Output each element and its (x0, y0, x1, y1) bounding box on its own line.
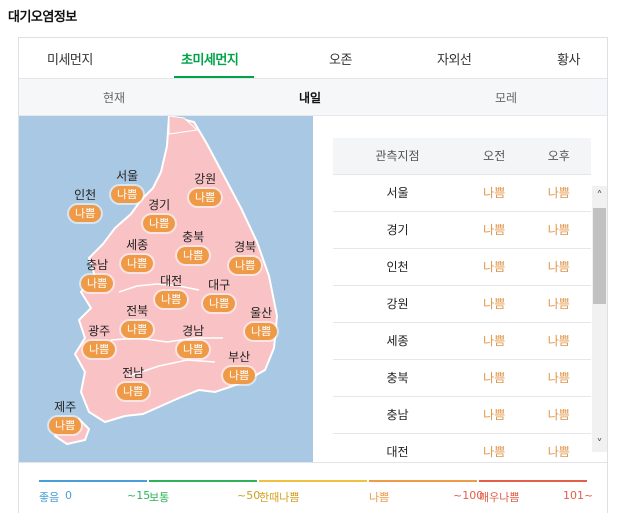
region-gyeongnam[interactable]: 경남 나쁨 (177, 324, 210, 358)
table-row: 경기 나쁨 나쁨 (333, 210, 591, 248)
pm-grade: 나쁨 (526, 432, 591, 460)
table-row: 충남 나쁨 나쁨 (333, 395, 591, 433)
region-seoul[interactable]: 서울 나쁨 (111, 169, 144, 203)
scroll-up-arrow-icon[interactable]: ˄ (596, 189, 603, 203)
station-table: 관측지점 오전 오후 서울 나쁨 나쁨 경기 나쁨 나쁨 인천 (333, 138, 591, 460)
pm-grade: 나쁨 (526, 358, 591, 396)
header-station: 관측지점 (333, 138, 462, 174)
legend-label-good: 좋음 (39, 491, 60, 504)
table-row: 강원 나쁨 나쁨 (333, 284, 591, 322)
station-name: 충남 (333, 395, 462, 433)
grade-legend: 좋음 0 ~15 보통 ~50 한때나쁨 나쁨 ~100 매우나쁨 101~ (19, 462, 607, 513)
region-sejong[interactable]: 세종 나쁨 (121, 238, 154, 272)
legend-min-good: 0 (65, 489, 72, 502)
am-grade: 나쁨 (461, 210, 527, 248)
region-ulsan[interactable]: 울산 나쁨 (245, 306, 278, 340)
table-row: 인천 나쁨 나쁨 (333, 247, 591, 285)
am-grade: 나쁨 (461, 321, 527, 359)
legend-label-normal: 보통 (149, 491, 170, 504)
table-header-row: 관측지점 오전 오후 (333, 138, 591, 174)
active-tab-indicator (174, 76, 254, 78)
legend-label-very-bad: 매우나쁨 (479, 491, 520, 504)
legend-max-very-bad: 101~ (563, 489, 594, 502)
legend-label-temp-bad: 한때나쁨 (259, 491, 300, 504)
scroll-down-arrow-icon[interactable]: ˅ (596, 437, 603, 451)
am-grade: 나쁨 (461, 358, 527, 396)
am-grade: 나쁨 (461, 173, 527, 211)
am-grade: 나쁨 (461, 284, 527, 322)
station-name: 인천 (333, 247, 462, 285)
legend-line-temp-bad (259, 480, 367, 482)
korea-map: 서울 나쁨 강원 나쁨 인천 나쁨 경기 나쁨 충북 나쁨 세종 나쁨 경북 나… (19, 116, 313, 462)
tab-uv[interactable]: 자외선 (437, 53, 472, 68)
legend-line-very-bad (479, 480, 587, 482)
table-row: 충북 나쁨 나쁨 (333, 358, 591, 396)
tab-ozone[interactable]: 오존 (329, 53, 352, 68)
am-grade: 나쁨 (461, 247, 527, 285)
table-scrollbar[interactable]: ˄ ˅ (592, 186, 607, 452)
legend-line-good (39, 480, 147, 482)
day-tab-tomorrow[interactable]: 내일 (299, 91, 322, 105)
station-name: 서울 (333, 173, 462, 211)
station-name: 경기 (333, 210, 462, 248)
pm-grade: 나쁨 (526, 284, 591, 322)
region-incheon[interactable]: 인천 나쁨 (69, 188, 102, 222)
region-gangwon[interactable]: 강원 나쁨 (189, 172, 222, 206)
region-chungbuk[interactable]: 충북 나쁨 (177, 230, 210, 264)
scroll-thumb[interactable] (593, 208, 606, 304)
region-gyeonggi[interactable]: 경기 나쁨 (143, 198, 176, 232)
tab-ultrafine-dust[interactable]: 초미세먼지 (181, 53, 239, 68)
tab-fine-dust[interactable]: 미세먼지 (47, 53, 93, 68)
am-grade: 나쁨 (461, 432, 527, 460)
pm-grade: 나쁨 (526, 395, 591, 433)
legend-line-bad (369, 480, 477, 482)
legend-min-very-bad: ~100 (453, 489, 484, 502)
region-gwangju[interactable]: 광주 나쁨 (83, 324, 116, 358)
region-daegu[interactable]: 대구 나쁨 (203, 278, 236, 312)
mainland-shape (73, 116, 279, 424)
legend-line-normal (149, 480, 257, 482)
station-name: 충북 (333, 358, 462, 396)
pm-grade: 나쁨 (526, 321, 591, 359)
am-grade: 나쁨 (461, 395, 527, 433)
region-chungnam[interactable]: 충남 나쁨 (81, 258, 114, 292)
day-tabs: 현재 내일 모레 (19, 79, 607, 116)
pm-grade: 나쁨 (526, 210, 591, 248)
region-busan[interactable]: 부산 나쁨 (223, 350, 256, 384)
day-tab-day-after[interactable]: 모레 (495, 91, 518, 105)
table-row: 세종 나쁨 나쁨 (333, 321, 591, 359)
day-tab-now[interactable]: 현재 (103, 91, 126, 105)
tab-yellow-dust[interactable]: 황사 (557, 53, 580, 68)
station-name: 강원 (333, 284, 462, 322)
pm-grade: 나쁨 (526, 173, 591, 211)
region-daejeon[interactable]: 대전 나쁨 (155, 274, 188, 308)
province-borders (110, 283, 223, 377)
table-row: 서울 나쁨 나쁨 (333, 173, 591, 211)
station-name: 세종 (333, 321, 462, 359)
header-am: 오전 (461, 138, 527, 174)
pollutant-tabs: 미세먼지 초미세먼지 오존 자외선 황사 (19, 38, 607, 79)
north-edge-shape (168, 116, 199, 135)
page-title: 대기오염정보 (8, 10, 77, 25)
air-quality-panel: 미세먼지 초미세먼지 오존 자외선 황사 현재 내일 모레 서울 나쁨 강원 나… (18, 37, 608, 513)
pm-grade: 나쁨 (526, 247, 591, 285)
region-gyeongbuk[interactable]: 경북 나쁨 (229, 240, 262, 274)
table-row: 대전 나쁨 나쁨 (333, 432, 591, 460)
legend-min-normal: ~15 (127, 489, 151, 502)
station-name: 대전 (333, 432, 462, 460)
region-jeonbuk[interactable]: 전북 나쁨 (121, 304, 154, 338)
header-pm: 오후 (526, 138, 591, 174)
region-jeonnam[interactable]: 전남 나쁨 (117, 366, 150, 400)
legend-min-temp-bad: ~50 (237, 489, 261, 502)
region-jeju[interactable]: 제주 나쁨 (49, 400, 82, 434)
legend-label-bad: 나쁨 (369, 491, 390, 504)
